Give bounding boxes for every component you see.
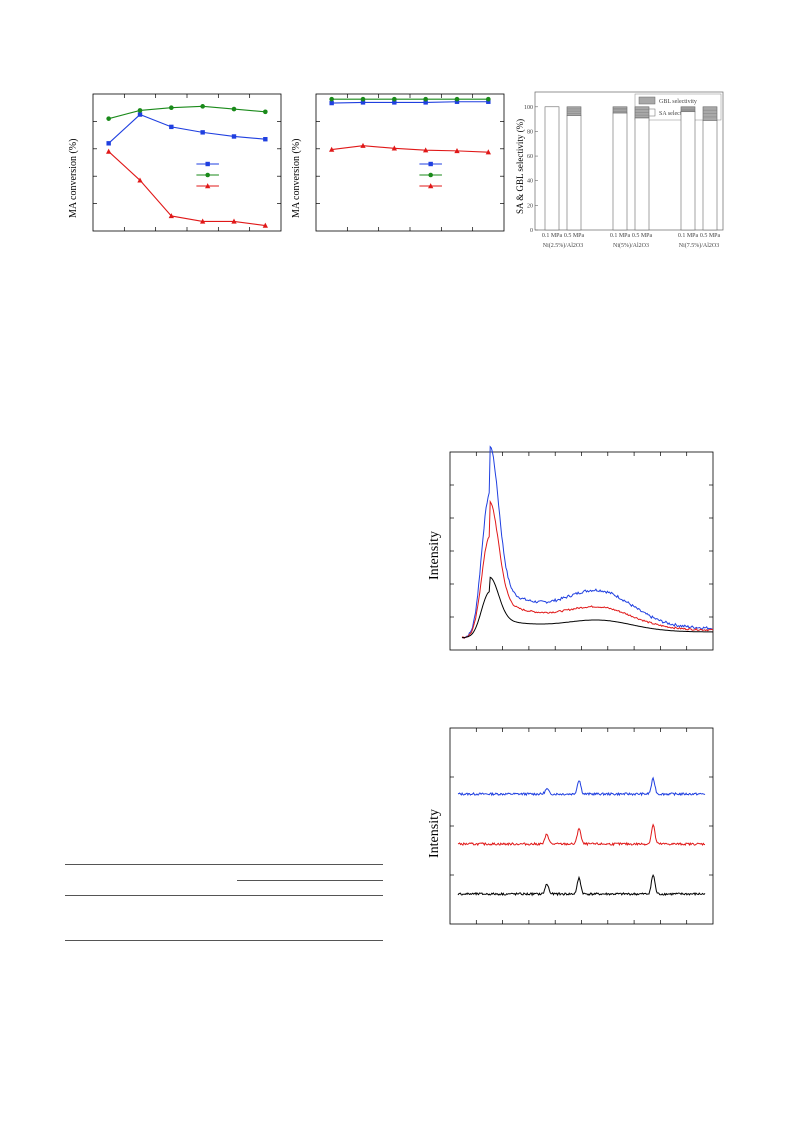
- pressure-label: 0.5 MPa: [632, 233, 653, 239]
- conversion-chart-left-svg: MA conversion (%): [68, 93, 282, 232]
- data-point: [360, 100, 366, 105]
- y-tick-label: 0: [530, 228, 533, 234]
- y-tick-label: 20: [527, 203, 533, 209]
- legend-label: SA selectivity: [659, 111, 693, 117]
- y-axis-label: SA & GBL selectivity (%): [515, 119, 525, 214]
- data-point: [137, 177, 143, 183]
- selectivity-chart-svg: SA & GBL selectivity (%) 0 20 40 60 80 100 GBL…: [515, 91, 724, 249]
- sa-bar: [634, 117, 650, 231]
- data-point: [231, 218, 237, 224]
- y-tick-label: 40: [527, 179, 533, 185]
- data-point: [200, 218, 206, 224]
- plot-frame: [534, 91, 724, 231]
- table-top-rule: [65, 864, 383, 865]
- data-point: [392, 100, 397, 105]
- data-point: [205, 161, 210, 167]
- data-point: [329, 96, 334, 102]
- data-point: [231, 106, 237, 112]
- table-header-subrule: [237, 880, 383, 881]
- selectivity-chart: SA & GBL selectivity (%) 0 20 40 60 80 100 GBL…: [505, 84, 735, 259]
- data-point: [263, 109, 268, 115]
- data-point: [106, 141, 111, 146]
- data-point: [329, 146, 335, 152]
- pressure-label: 0.5 MPa: [564, 233, 585, 239]
- y-tick-label: 100: [524, 105, 533, 111]
- data-point: [486, 99, 491, 104]
- data-point: [169, 124, 174, 130]
- data-point: [106, 116, 111, 121]
- data-point: [200, 130, 205, 135]
- data-point: [329, 100, 334, 106]
- data-point: [391, 145, 397, 151]
- data-point: [200, 104, 205, 109]
- data-point: [360, 96, 366, 102]
- y-axis-label: MA conversion (%): [291, 139, 302, 218]
- sa-bar: [702, 120, 718, 231]
- data-point: [428, 161, 433, 167]
- data-point: [485, 149, 491, 155]
- sa-bar: [612, 112, 628, 231]
- data-point: [486, 96, 491, 102]
- group-label: Ni(7.5%)/Al2O3: [679, 242, 720, 249]
- data-point: [231, 134, 237, 139]
- data-point: [454, 148, 460, 154]
- table-bottom-rule: [65, 940, 383, 941]
- pattern-series: [457, 776, 706, 797]
- group-label: Ni(5%)/Al2O3: [613, 242, 649, 249]
- pressure-label: 0.1 MPa: [610, 233, 631, 239]
- data-point: [262, 222, 268, 228]
- plot-frame: [315, 93, 505, 232]
- intensity-series: [461, 576, 714, 639]
- data-point: [454, 99, 460, 104]
- data-point: [423, 96, 428, 102]
- series-line: [108, 105, 266, 120]
- series-line: [108, 113, 266, 144]
- data-point: [137, 108, 143, 113]
- data-point: [428, 172, 433, 178]
- data-point: [205, 172, 210, 178]
- legend-swatch: [638, 96, 656, 105]
- conversion-chart-middle-svg: MA conversion (%): [291, 93, 505, 232]
- intensity-series: [461, 499, 714, 639]
- data-point: [106, 148, 112, 154]
- data-point: [423, 147, 429, 153]
- pattern-series: [457, 874, 706, 897]
- data-point: [428, 183, 434, 189]
- group-label: Ni(2.5%)/Al2O3: [543, 242, 584, 249]
- y-axis-label: MA conversion (%): [68, 139, 79, 218]
- pressure-label: 0.5 MPa: [700, 233, 721, 239]
- sa-bar: [680, 111, 696, 231]
- sa-bar: [544, 106, 560, 231]
- intensity-series: [461, 445, 714, 639]
- intensity-chart-lower: Intensity: [420, 727, 720, 938]
- data-point: [168, 213, 174, 219]
- conversion-chart-left: MA conversion (%): [60, 84, 290, 244]
- sa-bar: [566, 115, 582, 231]
- y-axis-label: Intensity: [427, 531, 442, 580]
- conversion-chart-middle: MA conversion (%): [283, 84, 513, 244]
- legend-label: GBL selectivity: [659, 99, 697, 105]
- series-line: [331, 101, 489, 104]
- y-tick-label: 80: [527, 129, 533, 135]
- pressure-label: 0.1 MPa: [678, 233, 699, 239]
- data-point: [454, 96, 460, 102]
- intensity-chart-upper: Intensity: [420, 445, 720, 662]
- table-header-rule: [65, 895, 383, 896]
- data-point: [205, 183, 211, 189]
- data-point: [423, 100, 428, 105]
- y-axis-label: Intensity: [427, 809, 442, 858]
- series-line: [331, 145, 489, 153]
- data-point: [137, 112, 143, 117]
- data-point: [169, 105, 174, 111]
- intensity-chart-upper-svg: Intensity: [427, 445, 714, 651]
- data-point: [392, 96, 397, 102]
- pattern-series: [457, 823, 706, 847]
- intensity-chart-lower-svg: Intensity: [427, 727, 714, 925]
- y-tick-label: 60: [527, 154, 533, 160]
- series-line: [108, 151, 266, 227]
- data-point: [263, 137, 268, 142]
- pressure-label: 0.1 MPa: [542, 233, 563, 239]
- data-point: [360, 142, 366, 148]
